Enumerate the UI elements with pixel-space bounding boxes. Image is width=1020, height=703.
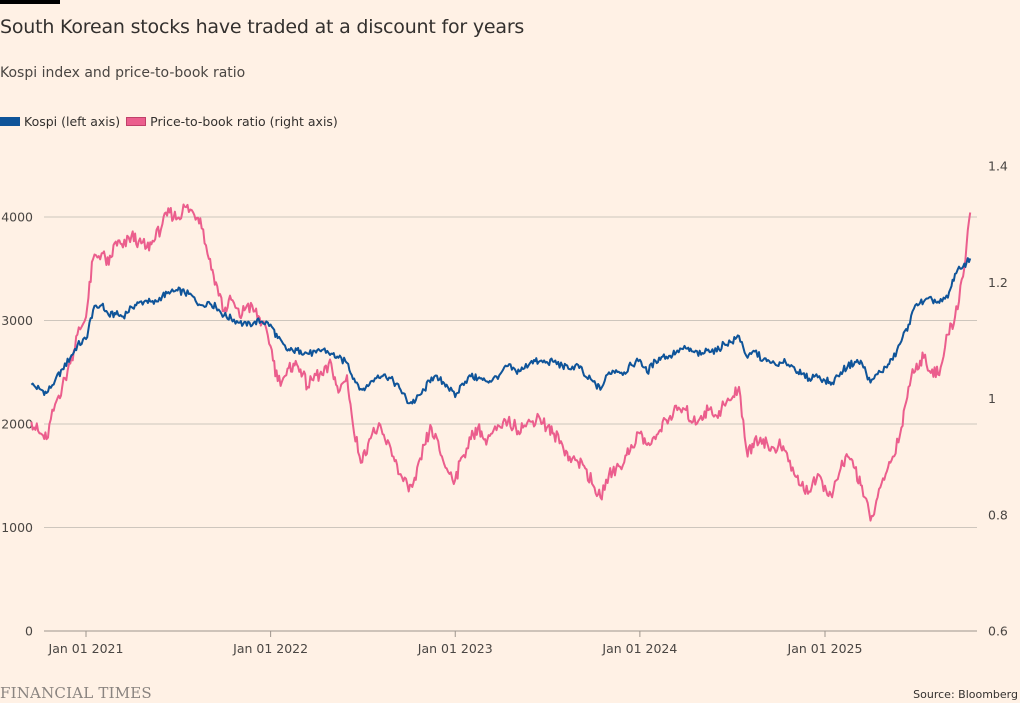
legend: Kospi (left axis) Price-to-book ratio (r… bbox=[0, 114, 344, 129]
left-axis-ticks: 0 1000 2000 3000 4000 bbox=[1, 210, 33, 639]
price-to-book-line bbox=[30, 203, 972, 522]
legend-swatch-kospi bbox=[0, 117, 20, 126]
legend-swatch-pb bbox=[126, 117, 147, 126]
ft-top-bar bbox=[0, 0, 60, 4]
left-tick-label: 0 bbox=[25, 624, 33, 639]
right-tick-label: 1.2 bbox=[988, 275, 1008, 290]
legend-label-pb: Price-to-book ratio (right axis) bbox=[150, 114, 338, 129]
source-note: Source: Bloomberg bbox=[913, 688, 1018, 701]
gridlines bbox=[44, 216, 977, 632]
x-tick-label: Jan 01 2022 bbox=[232, 641, 308, 656]
x-tick-label: Jan 01 2024 bbox=[601, 641, 677, 656]
legend-item-kospi: Kospi (left axis) bbox=[0, 114, 120, 129]
x-tick-label: Jan 01 2023 bbox=[417, 641, 493, 656]
right-axis-ticks: 0.6 0.8 1 1.2 1.4 bbox=[988, 159, 1008, 639]
series-lines bbox=[30, 203, 972, 522]
right-tick-label: 1 bbox=[988, 391, 996, 406]
kospi-line bbox=[30, 257, 972, 405]
right-tick-label: 0.8 bbox=[988, 507, 1008, 522]
x-tick-label: Jan 01 2025 bbox=[787, 641, 863, 656]
x-axis-ticks: Jan 01 2021 Jan 01 2022 Jan 01 2023 Jan 01 … bbox=[48, 631, 863, 656]
left-tick-label: 1000 bbox=[1, 520, 33, 535]
left-tick-label: 4000 bbox=[1, 210, 33, 225]
legend-label-kospi: Kospi (left axis) bbox=[24, 114, 121, 129]
x-tick-label: Jan 01 2021 bbox=[48, 641, 124, 656]
chart-subtitle: Kospi index and price-to-book ratio bbox=[0, 65, 246, 81]
left-tick-label: 2000 bbox=[1, 417, 33, 432]
left-tick-label: 3000 bbox=[1, 313, 33, 328]
ft-brand-logo: FINANCIAL TIMES bbox=[0, 684, 152, 702]
legend-item-pb: Price-to-book ratio (right axis) bbox=[126, 114, 338, 129]
right-tick-label: 1.4 bbox=[988, 159, 1008, 174]
right-tick-label: 0.6 bbox=[988, 624, 1008, 639]
chart-title: South Korean stocks have traded at a dis… bbox=[0, 16, 525, 38]
